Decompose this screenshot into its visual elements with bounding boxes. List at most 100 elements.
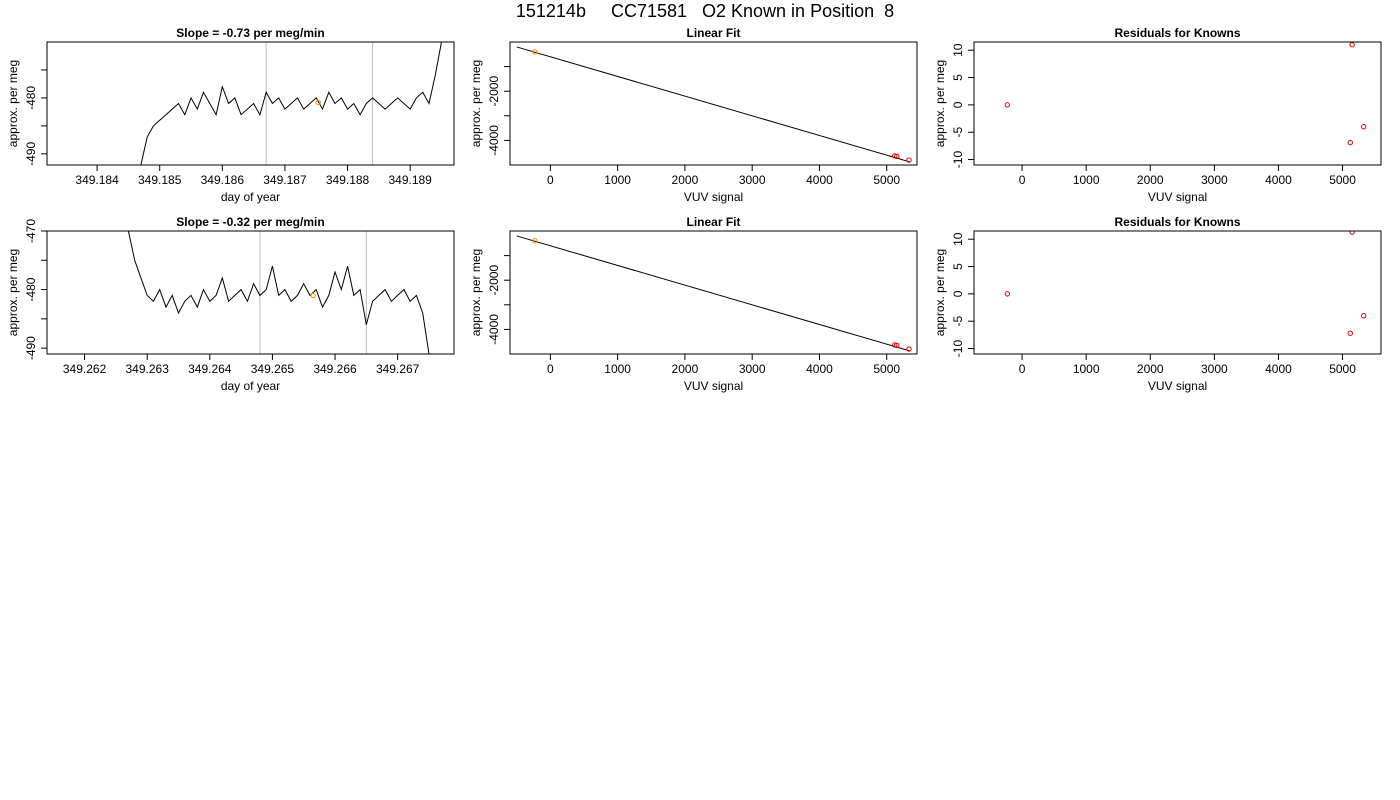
data-point [1347, 139, 1353, 146]
x-tick-label: 3000 [1201, 173, 1228, 187]
data-point [894, 153, 900, 160]
x-tick-label: 3000 [1201, 362, 1228, 376]
x-tick-label: 349.188 [326, 173, 370, 187]
panel-title: Residuals for Knowns [1114, 215, 1240, 229]
x-tick-label: 349.185 [138, 173, 182, 187]
plot-frame [973, 41, 1382, 166]
panel-title: Linear Fit [686, 215, 740, 229]
x-tick-label: 1000 [1073, 362, 1100, 376]
data-point [1004, 102, 1011, 108]
y-axis-label: approx. per meg [933, 249, 947, 336]
data-point [906, 346, 912, 352]
highlight-point [310, 292, 316, 299]
y-tick-label: -490 [24, 336, 38, 360]
y-tick-label: -5 [951, 316, 965, 327]
data-point [894, 342, 900, 349]
x-tick-label: 2000 [672, 173, 699, 187]
x-tick-label: 5000 [873, 362, 900, 376]
x-tick-label: 2000 [1137, 173, 1164, 187]
chart-panel-1: Slope = -0.73 per meg/min 349.184 349.185 3… [6, 26, 455, 204]
x-tick-label: 349.264 [188, 362, 232, 376]
y-tick-label: -4000 [487, 314, 501, 345]
fit-line [516, 46, 911, 163]
y-tick-label: -480 [24, 277, 38, 301]
x-axis-label: VUV signal [684, 190, 743, 204]
fit-line [516, 235, 911, 352]
x-tick-label: 349.184 [75, 173, 119, 187]
panel-title: Linear Fit [686, 26, 740, 40]
x-tick-label: 4000 [806, 362, 833, 376]
y-tick-label: -10 [951, 340, 965, 358]
y-axis-label: approx. per meg [933, 60, 947, 147]
figure-title: 151214b CC71581 O2 Known in Position 8 [515, 1, 895, 21]
data-point [1347, 330, 1353, 336]
series-line [140, 42, 442, 165]
plot-frame [46, 230, 455, 355]
y-tick-label: -4000 [487, 125, 501, 156]
chart-panel-5: Linear Fit 0 1000 2000 3000 4000 5000 -4000 -200… [469, 215, 918, 393]
x-tick-label: 4000 [1265, 362, 1292, 376]
data-point [1349, 42, 1355, 48]
y-axis-label: approx. per meg [6, 249, 20, 336]
y-axis-label: approx. per meg [6, 60, 20, 147]
data-point [1349, 231, 1355, 235]
x-tick-label: 4000 [806, 173, 833, 187]
x-axis-label: day of year [221, 190, 280, 204]
series-line [127, 231, 430, 354]
plot-frame [509, 230, 918, 355]
chart-panel-3: Residuals for Knowns 0 1000 2000 3000 4000 500… [933, 26, 1382, 204]
x-tick-label: 4000 [1265, 173, 1292, 187]
plot-frame [509, 41, 918, 166]
y-tick-label: -490 [24, 141, 38, 165]
x-axis-label: VUV signal [684, 379, 743, 393]
x-tick-label: 0 [1019, 362, 1026, 376]
chart-panel-6: Residuals for Knowns 0 1000 2000 3000 4000 500… [933, 215, 1382, 393]
x-tick-label: 3000 [739, 173, 766, 187]
plot-frame [973, 230, 1382, 355]
x-tick-label: 0 [547, 362, 554, 376]
y-tick-label: 5 [951, 263, 965, 270]
y-tick-label: 0 [951, 290, 965, 297]
chart-panel-2: Linear Fit 0 1000 2000 3000 4000 5000 -4000 -200… [469, 26, 918, 204]
x-tick-label: 349.266 [313, 362, 357, 376]
y-tick-label: -2000 [487, 76, 501, 107]
panel-title: Residuals for Knowns [1114, 26, 1240, 40]
x-axis-label: VUV signal [1148, 190, 1207, 204]
data-point [532, 238, 538, 244]
y-tick-label: -5 [951, 127, 965, 138]
x-tick-label: 5000 [1329, 173, 1356, 187]
x-tick-label: 3000 [739, 362, 766, 376]
y-tick-label: 0 [951, 101, 965, 108]
x-tick-label: 0 [1019, 173, 1026, 187]
y-tick-label: -480 [24, 86, 38, 110]
x-tick-label: 1000 [604, 173, 631, 187]
x-tick-label: 349.189 [388, 173, 432, 187]
data-point [1360, 313, 1367, 319]
x-axis-label: day of year [221, 379, 280, 393]
x-tick-label: 2000 [1137, 362, 1164, 376]
x-tick-label: 5000 [1329, 362, 1356, 376]
x-axis-label: VUV signal [1148, 379, 1207, 393]
y-axis-label: approx. per meg [469, 60, 483, 147]
plot-frame [46, 41, 455, 166]
chart-panel-4: Slope = -0.32 per meg/min 349.262 349.263 3… [6, 215, 455, 393]
x-tick-label: 0 [547, 173, 554, 187]
x-tick-label: 5000 [873, 173, 900, 187]
highlight-point [315, 99, 321, 106]
data-point [1004, 291, 1011, 297]
data-point [1360, 124, 1367, 130]
y-tick-label: 5 [951, 74, 965, 81]
y-tick-label: -10 [951, 151, 965, 169]
x-tick-label: 349.187 [263, 173, 307, 187]
data-point [532, 49, 538, 55]
data-point [906, 157, 912, 163]
x-tick-label: 349.267 [376, 362, 420, 376]
y-tick-label: -2000 [487, 265, 501, 296]
x-tick-label: 349.265 [251, 362, 295, 376]
y-tick-label: -470 [24, 219, 38, 243]
panel-title: Slope = -0.73 per meg/min [176, 26, 324, 40]
x-tick-label: 349.263 [125, 362, 169, 376]
y-tick-label: 10 [951, 43, 965, 57]
y-axis-label: approx. per meg [469, 249, 483, 336]
